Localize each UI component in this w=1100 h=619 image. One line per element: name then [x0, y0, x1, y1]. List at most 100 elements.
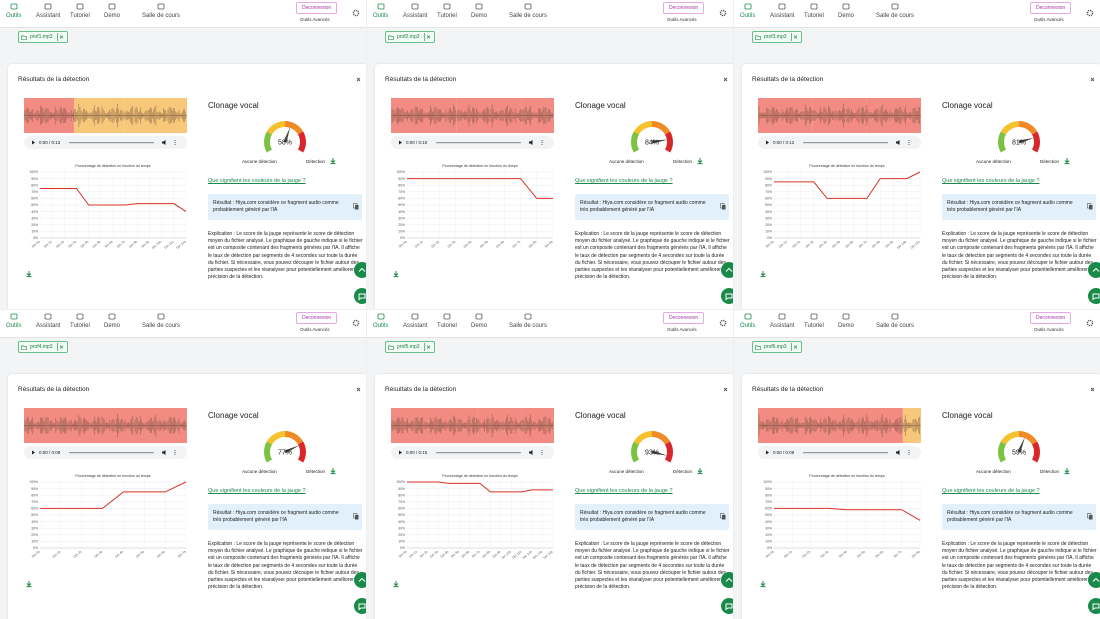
x-tick-label: 0m 5s [450, 550, 460, 559]
nav-item[interactable]: Tutoriel [70, 313, 90, 329]
advanced-tools[interactable]: Outils Avancés [300, 17, 330, 22]
floating-button[interactable] [721, 262, 733, 278]
nav-item[interactable]: Demo [838, 3, 854, 19]
panel: Outils Assistant Tutoriel Demo Salle de cour… [734, 0, 1100, 309]
nav-item[interactable]: Demo [471, 3, 487, 19]
nav-item[interactable]: Demo [104, 313, 120, 329]
nav-item[interactable]: Assistant [403, 313, 427, 329]
download-arrow [330, 158, 336, 165]
x-tick-label: 0m 8s [128, 240, 138, 249]
gauge-help-link[interactable]: Que signifient les couleurs de la jauge … [575, 178, 673, 184]
explanation: Explication : Le score de la jauge repré… [208, 231, 363, 281]
x-tick-label: 0m 5s [135, 550, 145, 559]
floating-button[interactable] [721, 598, 733, 614]
gauge-help-link[interactable]: Que signifient les couleurs de la jauge … [942, 178, 1040, 184]
audio-player[interactable]: 0:00 / 0:08 [24, 446, 187, 459]
detection-line [407, 178, 553, 199]
logout-button[interactable]: Deconnexion [663, 312, 705, 324]
nav-item[interactable]: Salle de cours [876, 313, 914, 329]
audio-player[interactable]: 0:00 / 0:13 [24, 136, 187, 149]
copy-icon [1087, 513, 1093, 520]
y-tick-label: 20% [765, 533, 772, 537]
gauge-help-link[interactable]: Que signifient les couleurs de la jauge … [942, 488, 1040, 494]
logout-button[interactable]: Deconnexion [296, 2, 338, 14]
nav-item[interactable]: Outils [373, 3, 388, 19]
detection-chart: Pourcentage de détection en fonction du … [763, 474, 921, 559]
player-time: 0:00 / 0:15 [406, 450, 428, 455]
x-tick-label: 0m 4s [114, 550, 124, 559]
advanced-tools[interactable]: Outils Avancés [667, 327, 697, 332]
floating-button[interactable] [354, 288, 366, 304]
nav-item[interactable]: Assistant [770, 313, 794, 329]
advanced-tools[interactable]: Outils Avancés [667, 17, 697, 22]
panel: Outils Assistant Tutoriel Demo Salle de cour… [367, 0, 733, 309]
advanced-tools[interactable]: Outils Avancés [300, 327, 330, 332]
gauge-help-link[interactable]: Que signifient les couleurs de la jauge … [208, 488, 306, 494]
gauge-high-label: Détection [1040, 159, 1060, 164]
folder-icon [388, 35, 394, 40]
nav-item[interactable]: Outils [6, 3, 21, 19]
floating-button[interactable] [354, 598, 366, 614]
nav-icon [778, 3, 786, 10]
nav-item[interactable]: Assistant [36, 3, 60, 19]
gauge-help-link[interactable]: Que signifient les couleurs de la jauge … [208, 178, 306, 184]
floating-button-bg [354, 288, 366, 304]
nav-item[interactable]: Tutoriel [804, 313, 824, 329]
logout-button[interactable]: Deconnexion [1030, 312, 1072, 324]
advanced-tools[interactable]: Outils Avancés [1034, 327, 1064, 332]
x-tick-label: 0m 4s [838, 550, 848, 559]
nav-item[interactable]: Tutoriel [70, 3, 90, 19]
nav-item[interactable]: Tutoriel [804, 3, 824, 19]
audio-player[interactable]: 0:00 / 0:12 [758, 136, 921, 149]
nav-item[interactable]: Tutoriel [437, 313, 457, 329]
audio-player[interactable]: 0:00 / 0:10 [391, 136, 554, 149]
floating-button[interactable] [1088, 572, 1100, 588]
nav-label: Outils [373, 323, 389, 329]
floating-button[interactable] [354, 262, 366, 278]
nav-item[interactable]: Salle de cours [876, 3, 914, 19]
nav-item[interactable]: Demo [838, 313, 854, 329]
nav-item[interactable]: Outils [6, 313, 21, 329]
audio-player[interactable]: 0:00 / 0:09 [758, 446, 921, 459]
nav-item[interactable]: Assistant [36, 313, 60, 329]
nav-item[interactable]: Salle de cours [142, 3, 180, 19]
nav-item[interactable]: Assistant [770, 3, 794, 19]
player-time: 0:00 / 0:08 [39, 450, 61, 455]
gauge-help-link[interactable]: Que signifient les couleurs de la jauge … [575, 488, 673, 494]
gauge-score: 58% [278, 140, 292, 147]
y-tick-label: 50% [31, 203, 38, 207]
audio-player[interactable]: 0:00 / 0:15 [391, 446, 554, 459]
x-tick-label: 0m 11s [511, 550, 522, 560]
nav-item[interactable]: Assistant [403, 3, 427, 19]
floating-button[interactable] [1088, 598, 1100, 614]
nav-item[interactable]: Outils [740, 3, 755, 19]
copy-front [1089, 515, 1093, 520]
nav-item[interactable]: Outils [740, 313, 755, 329]
advanced-tools[interactable]: Outils Avancés [1034, 17, 1064, 22]
x-tick-label: 0m 0s [765, 550, 775, 559]
nav-item[interactable]: Salle de cours [509, 313, 547, 329]
floating-button[interactable] [1088, 288, 1100, 304]
floating-button[interactable] [1088, 262, 1100, 278]
floating-button[interactable] [354, 572, 366, 588]
nav-item[interactable]: Salle de cours [142, 313, 180, 329]
file-name: prof2.mp3 [397, 34, 420, 40]
nav-item[interactable]: Demo [104, 3, 120, 19]
nav-item[interactable]: Salle de cours [509, 3, 547, 19]
close-icon [356, 77, 361, 82]
nav-item[interactable]: Tutoriel [437, 3, 457, 19]
floating-button[interactable] [721, 288, 733, 304]
x-tick-label: 0m 7s [512, 240, 522, 249]
x-tick-label: 0m 4s [463, 240, 473, 249]
folder-shape [21, 35, 27, 40]
chip-close [423, 33, 430, 41]
logout-button[interactable]: Deconnexion [1030, 2, 1072, 14]
nav-item[interactable]: Demo [471, 313, 487, 329]
logout-button[interactable]: Deconnexion [296, 312, 338, 324]
x-tick-label: 0m 4s [440, 550, 450, 559]
progress-bar [69, 142, 154, 144]
y-tick-label: 10% [765, 230, 772, 234]
logout-button[interactable]: Deconnexion [663, 2, 705, 14]
nav-item[interactable]: Outils [373, 313, 388, 329]
floating-button[interactable] [721, 572, 733, 588]
